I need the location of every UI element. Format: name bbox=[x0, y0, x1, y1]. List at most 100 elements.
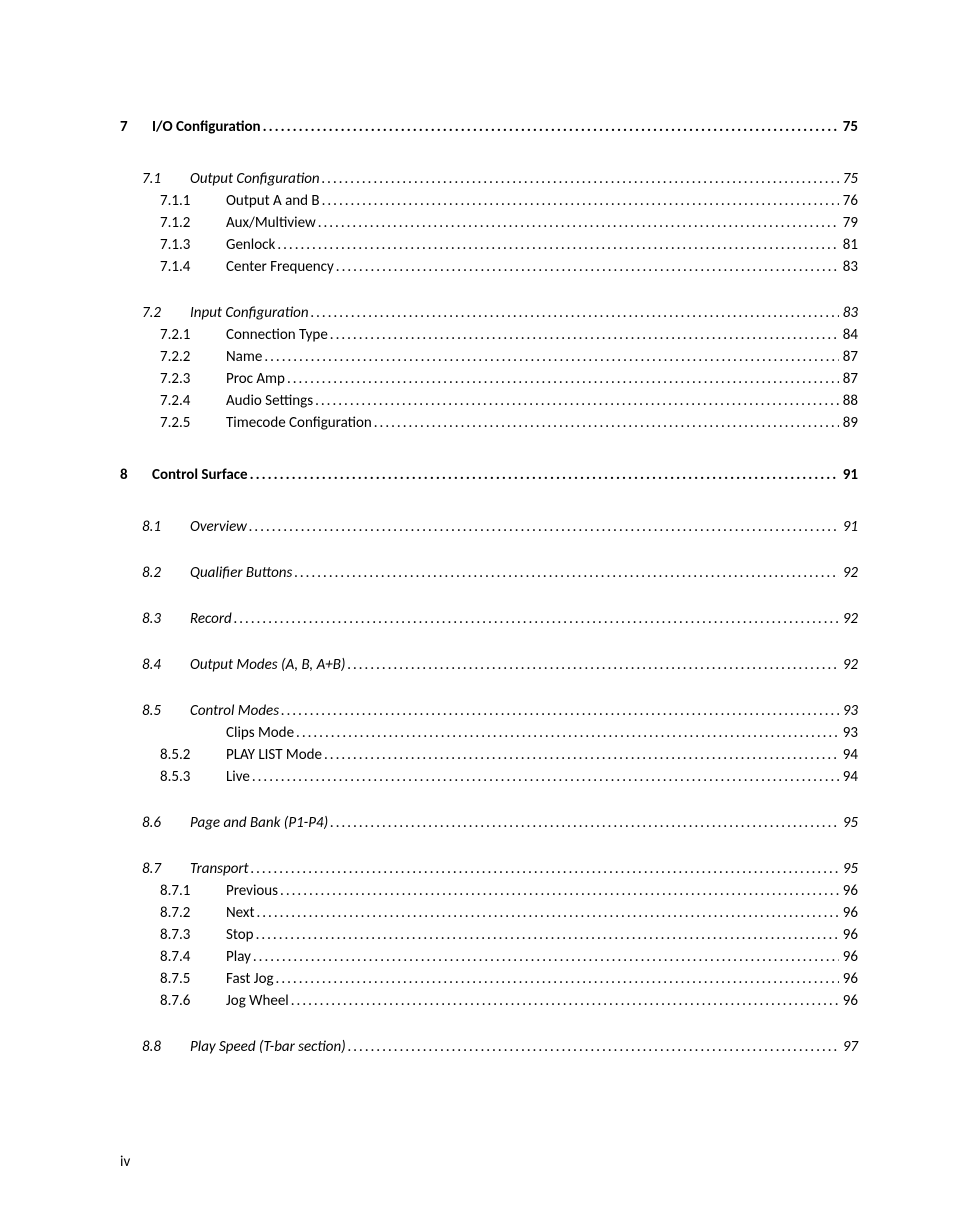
toc-leader-dots bbox=[256, 904, 838, 922]
toc-entry-number: 7 bbox=[120, 118, 152, 136]
toc-entry-title: Fast Jog bbox=[226, 970, 276, 988]
toc-entry-page: 84 bbox=[839, 326, 858, 344]
toc-entry-page: 95 bbox=[839, 860, 858, 878]
toc-entry: 7.2.2Name 87 bbox=[120, 348, 858, 366]
toc-entry-number: 7.2.2 bbox=[160, 348, 226, 366]
toc-entry-page: 92 bbox=[839, 564, 858, 582]
toc-entry-page: 96 bbox=[839, 904, 858, 922]
toc-entry-title: Name bbox=[226, 348, 264, 366]
toc-entry: 8.7.2Next96 bbox=[120, 904, 858, 922]
toc-entry-page: 92 bbox=[839, 610, 858, 628]
toc-entry: 8.1Overview91 bbox=[120, 518, 858, 536]
toc-entry: 7.1.4Center Frequency83 bbox=[120, 258, 858, 276]
toc-leader-dots bbox=[291, 992, 839, 1010]
toc-entry-title: Previous bbox=[226, 882, 280, 900]
toc-entry-page: 83 bbox=[839, 304, 858, 322]
toc-entry-title: Live bbox=[226, 768, 252, 786]
toc-leader-dots bbox=[263, 118, 839, 136]
toc-entry: Clips Mode 93 bbox=[120, 724, 858, 742]
toc-leader-dots bbox=[264, 348, 838, 366]
toc-entry: 7.1Output Configuration75 bbox=[120, 170, 858, 188]
toc-entry-title: Aux/Multiview bbox=[226, 214, 318, 232]
toc-entry-number: 7.2.5 bbox=[160, 414, 226, 432]
toc-entry: 8.4Output Modes (A, B, A+B)92 bbox=[120, 656, 858, 674]
toc-entry: 7.1.2Aux/Multiview 79 bbox=[120, 214, 858, 232]
toc-entry: 8.7.1Previous96 bbox=[120, 882, 858, 900]
toc-entry-title: Output Modes (A, B, A+B) bbox=[190, 656, 347, 674]
toc-leader-dots bbox=[281, 702, 839, 720]
toc-entry: 8.7.4Play96 bbox=[120, 948, 858, 966]
toc-entry: 7.2.3Proc Amp87 bbox=[120, 370, 858, 388]
toc-entry-title: Stop bbox=[226, 926, 256, 944]
toc-entry-page: 96 bbox=[839, 970, 858, 988]
toc-entry-title: Clips Mode bbox=[226, 724, 296, 742]
toc-entry-title: Audio Settings bbox=[226, 392, 315, 410]
toc-entry-number: 8.6 bbox=[142, 814, 190, 832]
toc-entry-page: 96 bbox=[839, 926, 858, 944]
toc-entry-number: 8.7.1 bbox=[160, 882, 226, 900]
toc-entry-number: 8.5.3 bbox=[160, 768, 226, 786]
toc-entry-title: Play bbox=[226, 948, 253, 966]
toc-leader-dots bbox=[315, 392, 839, 410]
toc-entry-number: 7.1.4 bbox=[160, 258, 226, 276]
toc-entry: 7.1.1Output A and B76 bbox=[120, 192, 858, 210]
toc-leader-dots bbox=[336, 258, 839, 276]
toc-leader-dots bbox=[250, 466, 839, 484]
toc-entry-page: 87 bbox=[839, 348, 858, 366]
toc-leader-dots bbox=[251, 860, 839, 878]
toc-leader-dots bbox=[348, 1038, 839, 1056]
toc-entry-page: 87 bbox=[839, 370, 858, 388]
toc-entry-number: 8.4 bbox=[142, 656, 190, 674]
toc-entry-number: 7.2.1 bbox=[160, 326, 226, 344]
toc-entry-number: 8.2 bbox=[142, 564, 190, 582]
toc-entry-title: Output Configuration bbox=[190, 170, 322, 188]
toc-entry-title: Input Configuration bbox=[190, 304, 311, 322]
toc-entry: 8.6Page and Bank (P1-P4)95 bbox=[120, 814, 858, 832]
toc-leader-dots bbox=[287, 370, 839, 388]
toc-entry-number: 8.8 bbox=[142, 1038, 190, 1056]
toc-entry: 8Control Surface 91 bbox=[120, 466, 858, 484]
toc-entry-number: 8.3 bbox=[142, 610, 190, 628]
toc-leader-dots bbox=[374, 414, 839, 432]
toc-entry: 7.2Input Configuration83 bbox=[120, 304, 858, 322]
toc-entry-title: Control Surface bbox=[152, 466, 250, 484]
toc-entry-number: 7.1.2 bbox=[160, 214, 226, 232]
toc-leader-dots bbox=[311, 304, 839, 322]
toc-entry-title: PLAY LIST Mode bbox=[226, 746, 324, 764]
toc-entry-title: Center Frequency bbox=[226, 258, 336, 276]
toc-leader-dots bbox=[330, 326, 839, 344]
toc-leader-dots bbox=[277, 236, 838, 254]
toc-entry-number: 8.7.2 bbox=[160, 904, 226, 922]
toc-leader-dots bbox=[322, 192, 839, 210]
toc-entry: 8.2Qualifier Buttons92 bbox=[120, 564, 858, 582]
page-number: iv bbox=[120, 1153, 130, 1171]
toc-entry: 7.1.3Genlock81 bbox=[120, 236, 858, 254]
toc-entry-page: 91 bbox=[839, 466, 858, 484]
toc-entry-page: 94 bbox=[839, 746, 858, 764]
toc-entry-page: 93 bbox=[839, 724, 858, 742]
toc-entry-page: 89 bbox=[839, 414, 858, 432]
toc-entry-number: 8 bbox=[120, 466, 152, 484]
toc-entry: 8.7.5Fast Jog96 bbox=[120, 970, 858, 988]
toc-entry: 8.7.6Jog Wheel96 bbox=[120, 992, 858, 1010]
toc-entry-page: 88 bbox=[839, 392, 858, 410]
toc-entry-page: 96 bbox=[839, 948, 858, 966]
toc-entry-page: 79 bbox=[839, 214, 858, 232]
toc-leader-dots bbox=[318, 214, 839, 232]
toc-leader-dots bbox=[276, 970, 839, 988]
toc-entry-title: Play Speed (T-bar section) bbox=[190, 1038, 348, 1056]
toc-entry-page: 94 bbox=[839, 768, 858, 786]
toc-entry-page: 81 bbox=[839, 236, 858, 254]
toc-entry-page: 76 bbox=[839, 192, 858, 210]
toc-entry: 8.5.3Live 94 bbox=[120, 768, 858, 786]
toc-leader-dots bbox=[234, 610, 839, 628]
toc-entry-page: 75 bbox=[839, 170, 858, 188]
toc-entry-number: 8.5.2 bbox=[160, 746, 226, 764]
toc-entry-title: Proc Amp bbox=[226, 370, 287, 388]
toc-entry-page: 93 bbox=[839, 702, 858, 720]
toc-entry-page: 91 bbox=[839, 518, 858, 536]
toc-entry-page: 95 bbox=[839, 814, 858, 832]
toc-entry-number: 7.1.1 bbox=[160, 192, 226, 210]
toc-entry-title: Transport bbox=[190, 860, 251, 878]
toc-entry-number: 8.7.6 bbox=[160, 992, 226, 1010]
